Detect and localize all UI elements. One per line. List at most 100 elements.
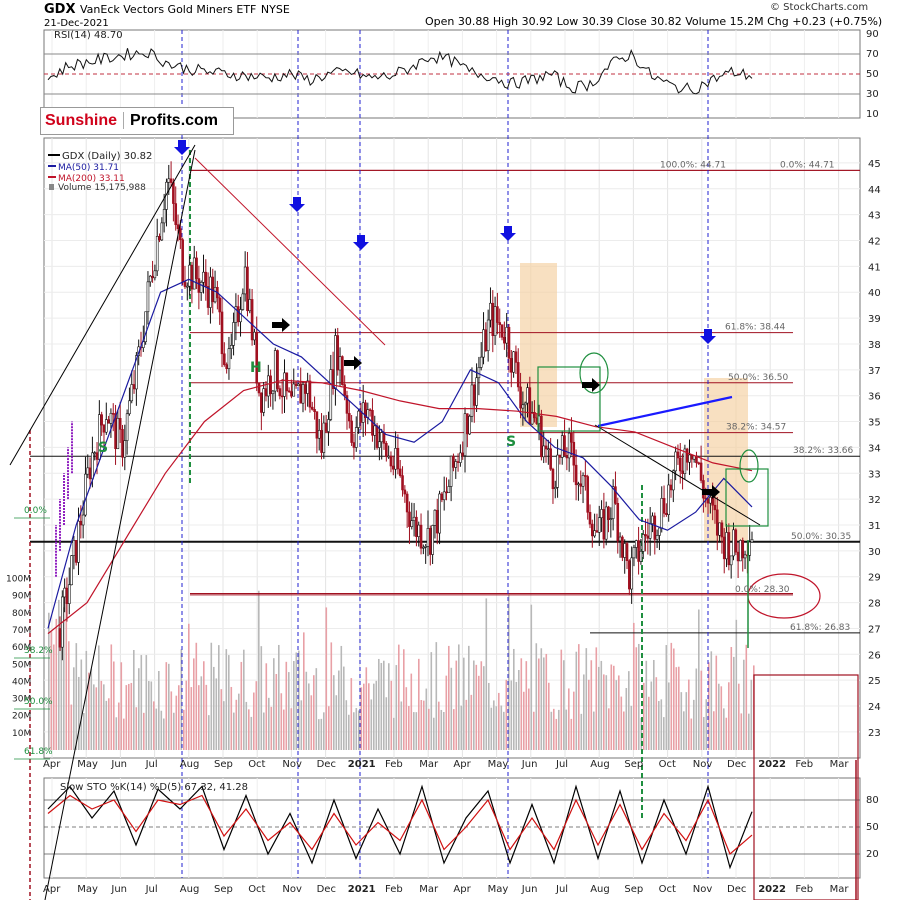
volume-bar — [468, 645, 470, 750]
volume-bar — [618, 675, 620, 750]
volume-bar — [665, 645, 668, 750]
candle-body — [563, 435, 566, 456]
stoch-title: Slow STO %K(14) %D(5) 67.32, 41.28 — [60, 782, 248, 793]
candle-body — [338, 356, 342, 371]
volume-bar — [575, 651, 578, 750]
volume-bar — [740, 713, 743, 750]
x-label-stoch: Apr — [453, 884, 471, 895]
candle-body — [602, 509, 606, 540]
candle-body — [95, 452, 99, 460]
volume-bar — [723, 708, 725, 750]
candle-body — [378, 441, 381, 448]
candle-body — [452, 455, 455, 468]
candle-body — [385, 443, 388, 457]
candle-body — [503, 336, 506, 344]
candle-body — [660, 498, 664, 529]
x-label: Aug — [590, 759, 610, 770]
volume-bar — [203, 661, 205, 750]
volume-bar — [270, 706, 273, 750]
candle-body — [260, 392, 263, 413]
fib-label: 100.0%: 44.71 — [660, 160, 726, 170]
chart-labels: 0.0% 38.2% 50.0% 61.8% 100.0%: 44.71 0.0%: 44… — [14, 30, 854, 793]
candle-body — [521, 404, 525, 409]
candle-body — [368, 409, 372, 411]
candle-body — [176, 224, 180, 229]
volume-bar — [460, 705, 463, 750]
candle-body — [595, 530, 599, 533]
volume-bar — [100, 680, 103, 750]
candle-body — [283, 372, 286, 397]
volume-tick: 50M — [12, 660, 31, 670]
volume-bar — [295, 652, 298, 750]
candle-body — [327, 419, 330, 432]
volume-bar — [483, 666, 485, 750]
volume-bar — [593, 711, 595, 750]
volume-bar — [625, 688, 628, 750]
volume-bar — [725, 717, 728, 750]
candle-body — [674, 451, 677, 472]
volume-bar — [278, 644, 280, 750]
candle-body — [280, 395, 284, 398]
volume-bar — [398, 644, 400, 750]
volume-bar — [605, 675, 608, 750]
candle-body — [232, 322, 235, 346]
candle-body — [290, 391, 293, 397]
price-tick: 40 — [868, 288, 881, 299]
volume-bar — [350, 678, 353, 750]
volume-bar — [148, 681, 150, 750]
volume-bar — [380, 662, 383, 750]
volume-bar — [275, 673, 278, 750]
volume-bar — [680, 692, 683, 750]
volume-bar — [303, 632, 305, 750]
volume-bar — [135, 707, 138, 750]
volume-bar — [695, 668, 698, 750]
volume-bar — [710, 651, 713, 750]
volume-bar — [693, 699, 695, 750]
candle-body — [646, 535, 650, 539]
volume-bar — [735, 619, 738, 750]
blue-down-arrow — [500, 226, 516, 241]
volume-bar — [433, 717, 435, 750]
volume-bar — [545, 653, 548, 750]
volume-bar — [115, 717, 118, 750]
x-label-stoch: Feb — [385, 884, 403, 895]
volume-bar — [490, 707, 493, 750]
candle-body — [482, 329, 485, 358]
candle-body — [185, 285, 189, 288]
candle-body — [188, 264, 191, 287]
candle-body — [334, 335, 337, 390]
fib-label: 61.8%: 26.83 — [790, 623, 850, 633]
candle-body — [373, 425, 377, 436]
volume-bar — [558, 709, 560, 750]
volume-bar — [698, 609, 700, 750]
candle-body — [577, 483, 580, 486]
volume-tick: 80M — [12, 609, 31, 619]
x-label-stoch: Aug — [180, 884, 200, 895]
volume-bar — [145, 655, 148, 750]
volume-bar — [58, 599, 60, 750]
volume-bar — [200, 676, 203, 750]
candle-body — [429, 528, 432, 555]
stoch-d-line — [47, 794, 753, 855]
brand-part1: Sunshine — [45, 112, 118, 129]
volume-bar — [503, 711, 505, 750]
fib-label: 61.8%: 38.44 — [725, 323, 786, 333]
x-label: May — [77, 759, 98, 770]
fib-label: 50.0%: 30.35 — [791, 532, 851, 542]
volume-bar — [638, 643, 640, 750]
volume-bar — [310, 695, 313, 750]
volume-bar — [355, 708, 358, 750]
candle-body — [530, 411, 534, 425]
candle-body — [405, 493, 409, 513]
volume-bar — [198, 685, 200, 750]
x-label-stoch: Dec — [317, 884, 336, 895]
trendline-black — [594, 424, 761, 526]
pattern-s-right: S — [506, 434, 516, 450]
candle-body — [667, 484, 670, 515]
volume-bar — [578, 644, 580, 750]
volume-bar — [183, 709, 185, 750]
x-label: Mar — [419, 759, 439, 770]
volume-bar — [338, 670, 340, 750]
candle-body — [181, 239, 184, 283]
volume-bar — [375, 680, 378, 750]
